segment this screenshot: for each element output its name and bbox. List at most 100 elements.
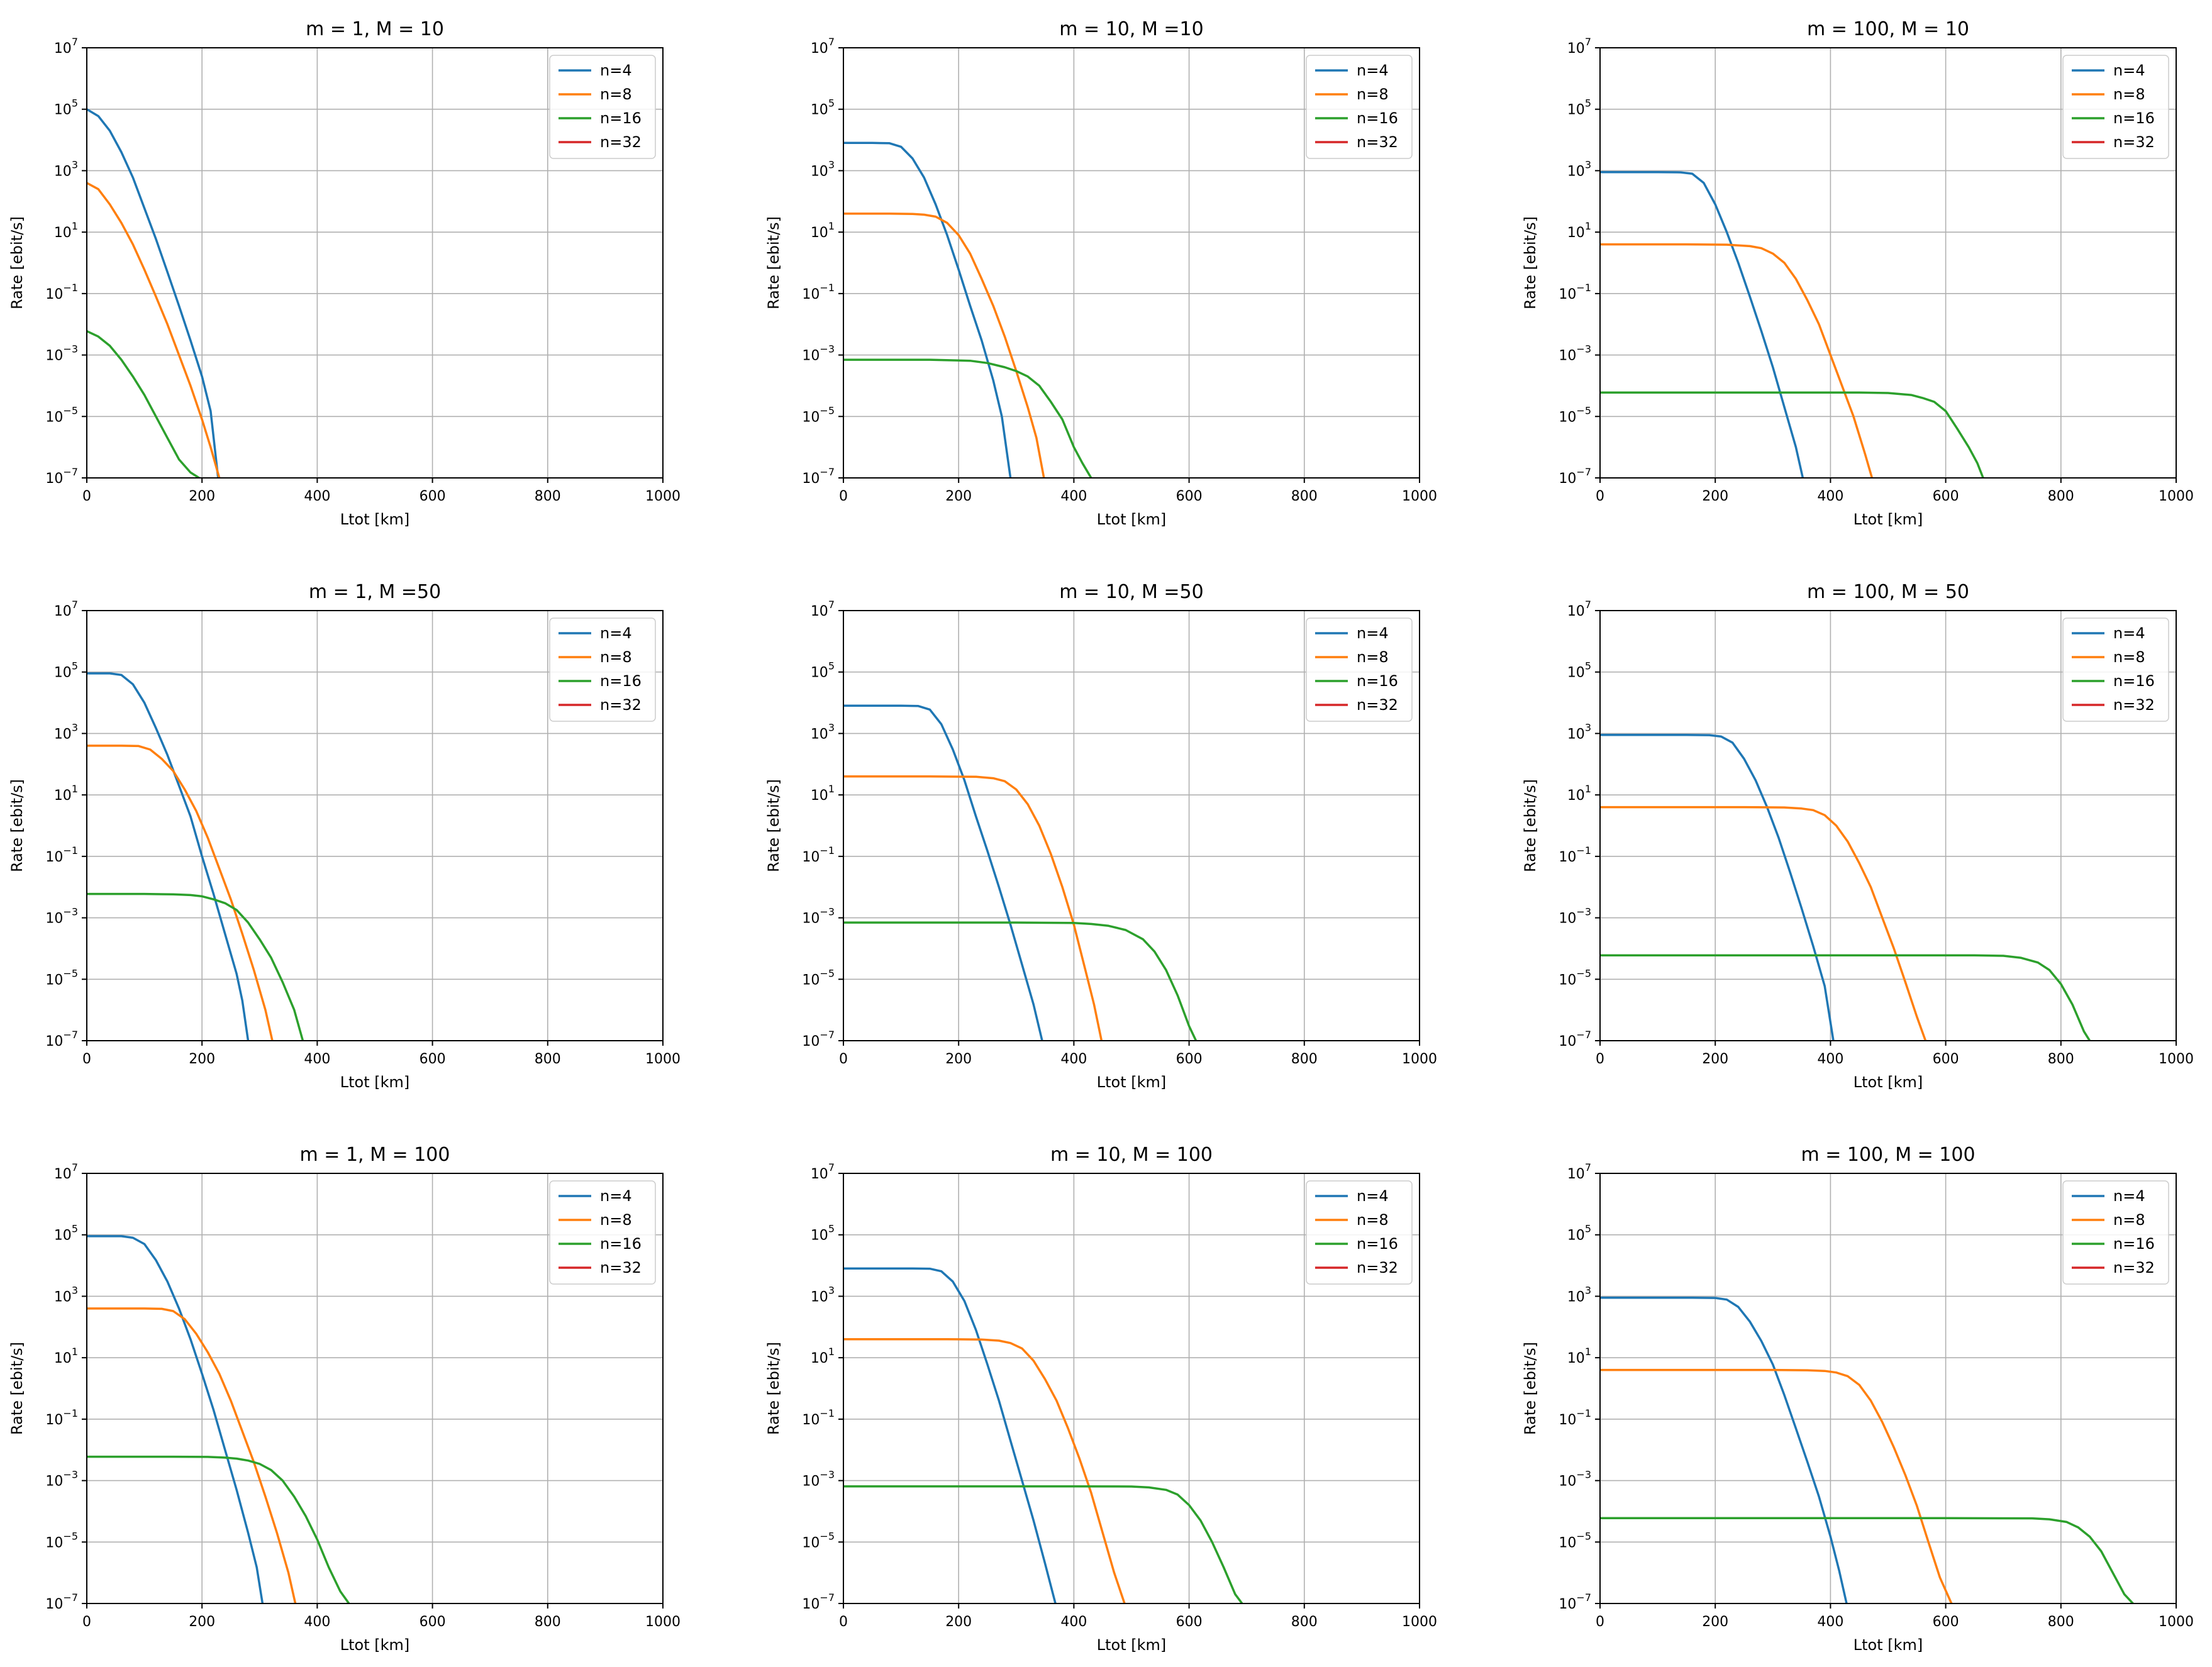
legend-label-n=16: n=16 [1357,1235,1398,1253]
x-tick-label: 400 [304,1614,330,1630]
y-tick-label: 103 [54,721,78,742]
x-tick-label: 0 [839,1051,848,1067]
y-tick-label: 10−5 [45,1530,78,1551]
y-tick-label: 10−5 [1559,404,1591,425]
y-tick-label: 107 [811,36,835,57]
x-tick-label: 400 [1817,1051,1843,1067]
series-line-n=16 [843,921,1198,1041]
legend-label-n=4: n=4 [2113,62,2145,79]
legend-label-n=8: n=8 [2113,86,2145,103]
series-line-n=8 [843,212,1045,478]
series-line-n=4 [843,1267,1057,1603]
y-tick-label: 10−1 [45,1407,78,1428]
x-tick-label: 600 [420,489,446,504]
y-axis-label: Rate [ebit/s] [8,216,26,309]
y-axis-label: Rate [ebit/s] [765,779,782,872]
x-axis-label: Ltot [km] [340,511,410,528]
y-axis-label: Rate [ebit/s] [8,1342,26,1435]
y-tick-label: 10−7 [802,1592,835,1612]
legend-label-n=8: n=8 [1357,1211,1389,1229]
legend-box [549,55,656,159]
x-tick-label: 0 [82,1051,91,1067]
y-tick-label: 10−1 [45,845,78,865]
legend-label-n=4: n=4 [1357,1187,1389,1205]
y-tick-label: 10−5 [1559,1530,1591,1551]
x-tick-label: 800 [2048,1051,2074,1067]
legend-box [549,1180,656,1285]
x-axis-label: Ltot [km] [340,1636,410,1654]
series-line-n=8 [1600,806,1927,1041]
series-line-n=16 [1600,391,1984,478]
x-tick-label: 600 [1176,1051,1203,1067]
y-tick-label: 10−7 [802,466,835,487]
chart-title: m = 100, M = 10 [1807,18,1969,40]
x-tick-label: 0 [1596,1051,1604,1067]
x-tick-label: 800 [1291,489,1318,504]
y-tick-label: 107 [54,36,78,57]
legend: n=4 n=8 n=16 n=32 [549,1180,656,1285]
x-tick-label: 600 [1933,1051,1959,1067]
series-line-n=8 [87,745,274,1041]
x-tick-label: 800 [1291,1051,1318,1067]
y-tick-label: 107 [1567,599,1591,619]
plot-frame [86,1173,664,1604]
x-tick-label: 800 [535,1051,561,1067]
chart-title: m = 10, M = 100 [1050,1144,1213,1166]
x-tick-label: 800 [1291,1614,1318,1630]
y-axis-label: Rate [ebit/s] [1521,779,1539,872]
legend-box [1306,1180,1413,1285]
y-tick-label: 105 [1567,1223,1591,1244]
y-tick-label: 10−1 [802,1407,835,1428]
x-tick-label: 0 [82,489,91,504]
x-tick-label: 400 [1060,1614,1087,1630]
x-tick-label: 0 [82,1614,91,1630]
subplot-3: 0 200 400 600 800 1000 107 105 103 101 10−1 10−3 10−… [1521,18,2194,528]
legend-label-n=32: n=32 [1357,1259,1398,1277]
legend: n=4 n=8 n=16 n=32 [1306,1180,1413,1285]
plot-frame [843,47,1420,479]
series-line-n=4 [87,108,220,478]
plot-frame [843,610,1420,1041]
y-tick-label: 105 [54,660,78,681]
x-tick-label: 400 [1817,1614,1843,1630]
legend-label-n=8: n=8 [1357,648,1389,666]
y-tick-label: 103 [811,158,835,179]
series-line-n=4 [87,1235,264,1603]
y-tick-label: 105 [811,660,835,681]
x-tick-label: 0 [839,1614,848,1630]
chart-title: m = 10, M =50 [1059,581,1203,603]
legend-label-n=8: n=8 [2113,1211,2145,1229]
series-line-n=4 [1600,170,1804,478]
series-line-n=4 [1600,733,1835,1041]
legend: n=4 n=8 n=16 n=32 [549,55,656,159]
series-line-n=16 [843,358,1092,478]
legend-box [2062,618,2169,722]
series-line-n=16 [87,330,201,478]
legend-label-n=16: n=16 [1357,109,1398,127]
series-line-n=4 [87,672,250,1041]
legend: n=4 n=8 n=16 n=32 [2062,1180,2169,1285]
legend-label-n=8: n=8 [600,648,632,666]
legend-label-n=32: n=32 [600,1259,642,1277]
y-tick-label: 10−7 [1559,466,1591,487]
y-tick-label: 103 [1567,721,1591,742]
plot-frame [1599,1173,2177,1604]
legend-label-n=16: n=16 [2113,109,2155,127]
legend-label-n=16: n=16 [600,109,642,127]
y-tick-label: 10−7 [45,466,78,487]
chart-title: m = 1, M = 10 [306,18,444,40]
legend-label-n=32: n=32 [2113,133,2155,151]
legend-label-n=32: n=32 [2113,1259,2155,1277]
legend-box [549,618,656,722]
legend-box [2062,1180,2169,1285]
y-tick-label: 101 [811,1346,835,1366]
y-tick-label: 10−1 [45,282,78,302]
series-line-n=8 [843,775,1103,1041]
y-tick-label: 101 [54,220,78,241]
x-tick-label: 200 [189,489,215,504]
legend-label-n=4: n=4 [1357,624,1389,642]
y-tick-label: 10−5 [802,1530,835,1551]
x-tick-label: 0 [1596,489,1604,504]
legend-label-n=16: n=16 [1357,672,1398,690]
y-tick-label: 10−3 [45,906,78,927]
